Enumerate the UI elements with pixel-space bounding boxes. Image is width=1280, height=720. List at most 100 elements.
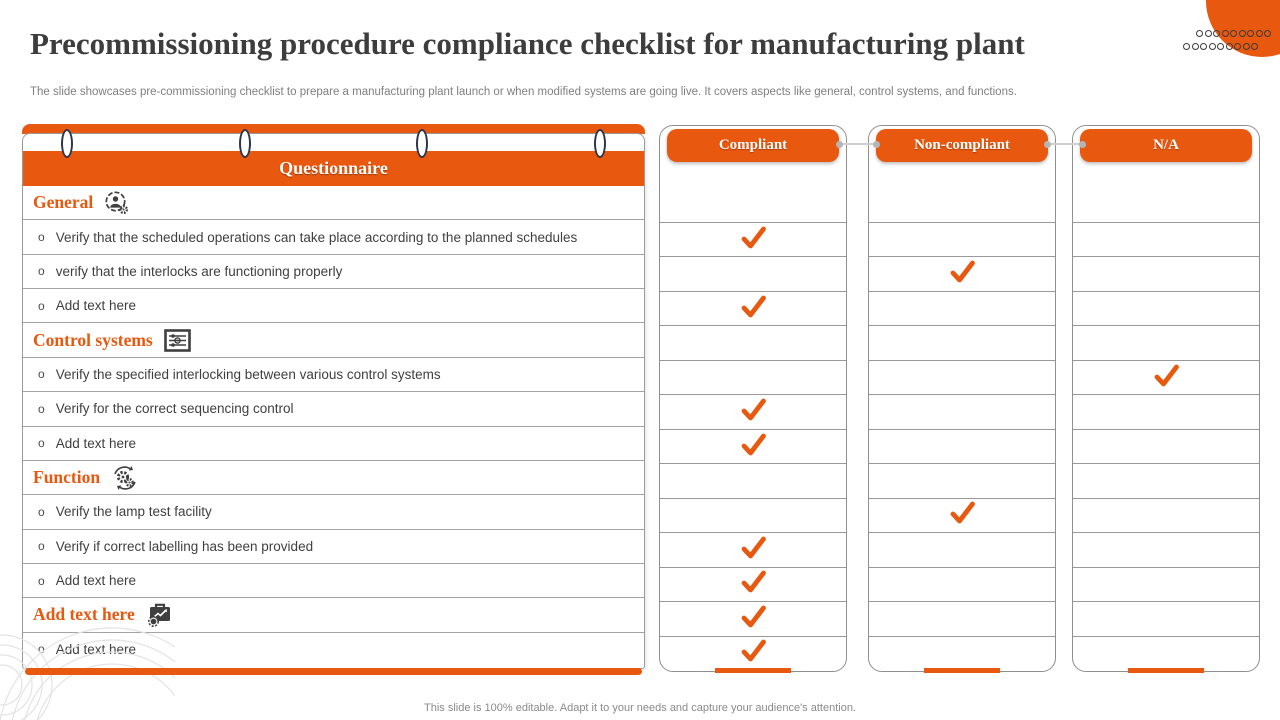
checklist-item-label: Verify the specified interlocking betwee…: [55, 366, 441, 382]
check-cell: [660, 566, 846, 601]
empty-cell: [1073, 635, 1259, 670]
status-label-non_compliant: Non-compliant: [876, 129, 1048, 162]
check-cell: [869, 256, 1055, 290]
empty-cell: [1073, 222, 1259, 256]
empty-cell: [1073, 290, 1259, 325]
empty-cell: [1073, 325, 1259, 359]
dot-icon: [1251, 43, 1258, 50]
bullet-marker: o: [38, 504, 45, 519]
checkmark-icon: [739, 433, 767, 461]
section-row: General: [23, 186, 644, 219]
dot-icon: [1221, 30, 1229, 37]
empty-cell: [1073, 601, 1259, 635]
control-sliders-icon: [163, 328, 191, 352]
bullet-marker: o: [38, 573, 45, 588]
empty-cell: [869, 290, 1055, 325]
checklist-item-row: o Add text here: [23, 562, 644, 597]
check-cell: [869, 497, 1055, 532]
connector-line-1: [836, 140, 880, 148]
dot-icon: [1183, 43, 1190, 50]
status-column-non_compliant: Non-compliant: [868, 125, 1056, 673]
checklist-item-row: o Add text here: [23, 425, 644, 460]
empty-cell: [660, 325, 846, 359]
empty-cell: [869, 222, 1055, 256]
checkmark-icon: [739, 536, 767, 564]
empty-cell: [869, 566, 1055, 601]
questionnaire-body: Questionnaire General o Verify that the sc…: [22, 133, 645, 669]
check-cell: [660, 394, 846, 428]
checklist-item-row: o Verify the specified interlocking betwe…: [23, 356, 644, 391]
empty-cell: [660, 256, 846, 290]
questionnaire-header: Questionnaire: [23, 151, 644, 186]
dot-icon: [1230, 30, 1237, 37]
bullet-marker: o: [38, 642, 45, 657]
bullet-marker: o: [38, 230, 45, 245]
bullet-marker: o: [38, 298, 45, 313]
section-label: Control systems: [33, 329, 153, 350]
checkmark-icon: [948, 501, 976, 529]
checklist-item-row: o Add text here: [23, 288, 644, 322]
dot-icon: [1225, 43, 1233, 50]
checkmark-icon: [739, 639, 767, 667]
checkmark-icon: [1152, 364, 1180, 392]
bullet-marker: o: [38, 401, 45, 416]
check-cell: [660, 290, 846, 325]
dot-icon: [1264, 30, 1271, 37]
binder-ring-icon: [594, 129, 606, 158]
dot-icon: [1255, 30, 1263, 37]
check-cell: [1073, 359, 1259, 394]
checklist-item-row: o Verify for the correct sequencing contr…: [23, 391, 644, 425]
empty-cell: [1073, 497, 1259, 532]
dot-icon: [1208, 43, 1216, 50]
check-cell: [660, 222, 846, 256]
checkmark-icon: [739, 295, 767, 323]
checkmark-icon: [948, 260, 976, 288]
empty-cell: [869, 463, 1055, 497]
empty-cell: [869, 325, 1055, 359]
empty-cell: [1073, 394, 1259, 428]
empty-cell: [660, 359, 846, 394]
dot-icon: [1242, 43, 1250, 50]
empty-cell: [1073, 256, 1259, 290]
status-label-compliant: Compliant: [667, 129, 839, 162]
empty-cell: [1073, 428, 1259, 463]
dots-decoration-row-2: [1183, 43, 1258, 50]
dot-icon: [1217, 43, 1224, 50]
checklist-item-label: Add text here: [55, 641, 136, 657]
footer-note: This slide is 100% editable. Adapt it to…: [424, 702, 856, 714]
empty-cell: [869, 394, 1055, 428]
status-column-na: N/A: [1072, 125, 1260, 673]
check-cell: [660, 532, 846, 566]
check-cell: [660, 428, 846, 463]
binder-ring-icon: [416, 129, 428, 158]
status-column-compliant: Compliant: [659, 125, 847, 673]
corner-arcs-decoration: [0, 627, 175, 720]
section-row: Add text here: [23, 597, 644, 631]
slide-subtitle: The slide showcases pre-commissioning ch…: [30, 86, 1017, 98]
dot-icon: [1196, 30, 1203, 37]
checkmark-icon: [739, 570, 767, 598]
empty-cell: [1073, 566, 1259, 601]
section-label: Function: [33, 467, 101, 488]
checklist-item-label: Add text here: [55, 573, 136, 589]
status-label-na: N/A: [1080, 129, 1252, 162]
questionnaire-rows: General o Verify that the scheduled operat…: [23, 186, 644, 666]
gears-sync-icon: [111, 465, 139, 491]
page-title: Precommissioning procedure compliance ch…: [30, 26, 1025, 61]
dot-icon: [1191, 43, 1199, 50]
dots-decoration-row-1: [1196, 30, 1271, 37]
checklist-item-label: Verify that the scheduled operations can…: [55, 229, 578, 245]
person-gear-icon: [104, 190, 131, 215]
checklist-item-row: o Verify the lamp test facility: [23, 494, 644, 528]
bullet-marker: o: [38, 436, 45, 451]
toolbox-icon: [146, 602, 174, 628]
dot-icon: [1238, 30, 1246, 37]
status-rows: [660, 222, 846, 670]
questionnaire-table: Questionnaire General o Verify that the sc…: [22, 124, 645, 675]
connector-line-2: [1044, 140, 1086, 148]
empty-cell: [869, 635, 1055, 670]
binder-ring-icon: [61, 129, 73, 158]
dot-icon: [1200, 43, 1207, 50]
checklist-item-label: Add text here: [55, 435, 136, 451]
section-row: Function: [23, 459, 644, 494]
